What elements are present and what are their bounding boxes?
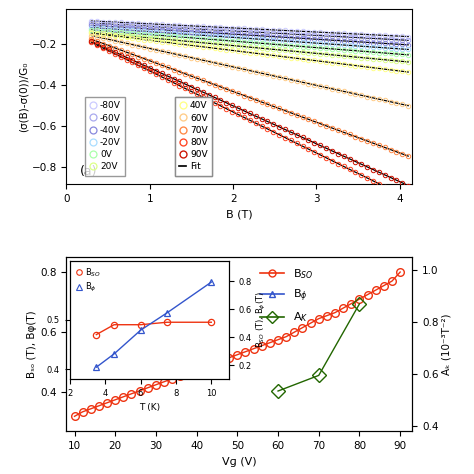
Y-axis label: Bₛₒ (T), Bφ(T): Bₛₒ (T), Bφ(T) bbox=[27, 310, 37, 378]
Y-axis label: Aₖ (10⁻³T⁻²): Aₖ (10⁻³T⁻²) bbox=[441, 313, 451, 375]
X-axis label: Vɡ (V): Vɡ (V) bbox=[222, 456, 257, 466]
Legend: B$_{SO}$, B$_\phi$, A$_K$: B$_{SO}$, B$_\phi$, A$_K$ bbox=[255, 263, 318, 329]
X-axis label: B (T): B (T) bbox=[226, 209, 253, 219]
Text: (a): (a) bbox=[80, 165, 98, 178]
Y-axis label: (σ(B)-σ(0))/G₀: (σ(B)-σ(0))/G₀ bbox=[18, 62, 28, 132]
Y-axis label: B$_{SO}$ (T), B$_\phi$(T): B$_{SO}$ (T), B$_\phi$(T) bbox=[255, 292, 268, 348]
Legend: 40V, 60V, 70V, 80V, 90V, Fit: 40V, 60V, 70V, 80V, 90V, Fit bbox=[175, 97, 212, 176]
